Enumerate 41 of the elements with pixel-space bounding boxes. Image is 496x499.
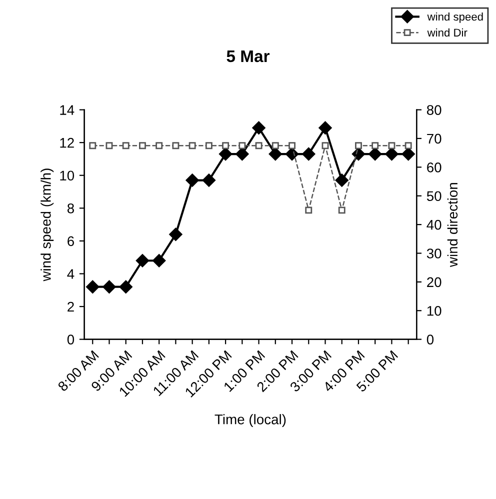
point [119,280,132,294]
point [202,174,216,187]
point [86,280,100,294]
y2-axis-title: wind direction [447,182,458,268]
point [218,147,232,161]
point [335,174,348,187]
point [186,174,199,187]
y-tick-label: 12 [60,138,74,148]
y-tick-label: 8 [67,203,74,214]
point [152,254,166,268]
point [268,147,282,161]
point [385,147,398,161]
y2-tick-label: 80 [426,105,442,115]
y-tick-label: 0 [67,334,74,344]
point [102,280,116,294]
y-tick-label: 2 [68,302,74,312]
legend-label: wind Dir [427,28,468,37]
point [169,228,182,241]
chart-title: 5 Mar [226,50,270,62]
y2-tick-label: 60 [427,162,442,172]
point [402,147,415,161]
y-tick-label: 14 [60,105,74,115]
y-axis-title: wind speed (km/h) [40,168,54,282]
y2-tick-label: 20 [427,277,442,288]
y2-tick-label: 70 [427,134,442,144]
y-tick-label: 4 [67,269,74,279]
y2-tick-label: 30 [426,248,442,258]
point [318,121,332,134]
point [252,121,266,134]
y-tick-label: 10 [60,170,74,181]
y2-tick-label: 0 [426,334,434,344]
y2-tick-label: 10 [427,306,442,316]
point [136,254,150,268]
x-axis-title: Time (local) [214,414,286,428]
y-tick-label: 6 [68,236,74,246]
point [302,147,316,161]
legend-label: wind speed [427,12,483,23]
y2-tick-label: 40 [426,220,442,230]
y2-tick-label: 50 [426,191,442,202]
point [368,147,382,161]
point [236,147,249,161]
